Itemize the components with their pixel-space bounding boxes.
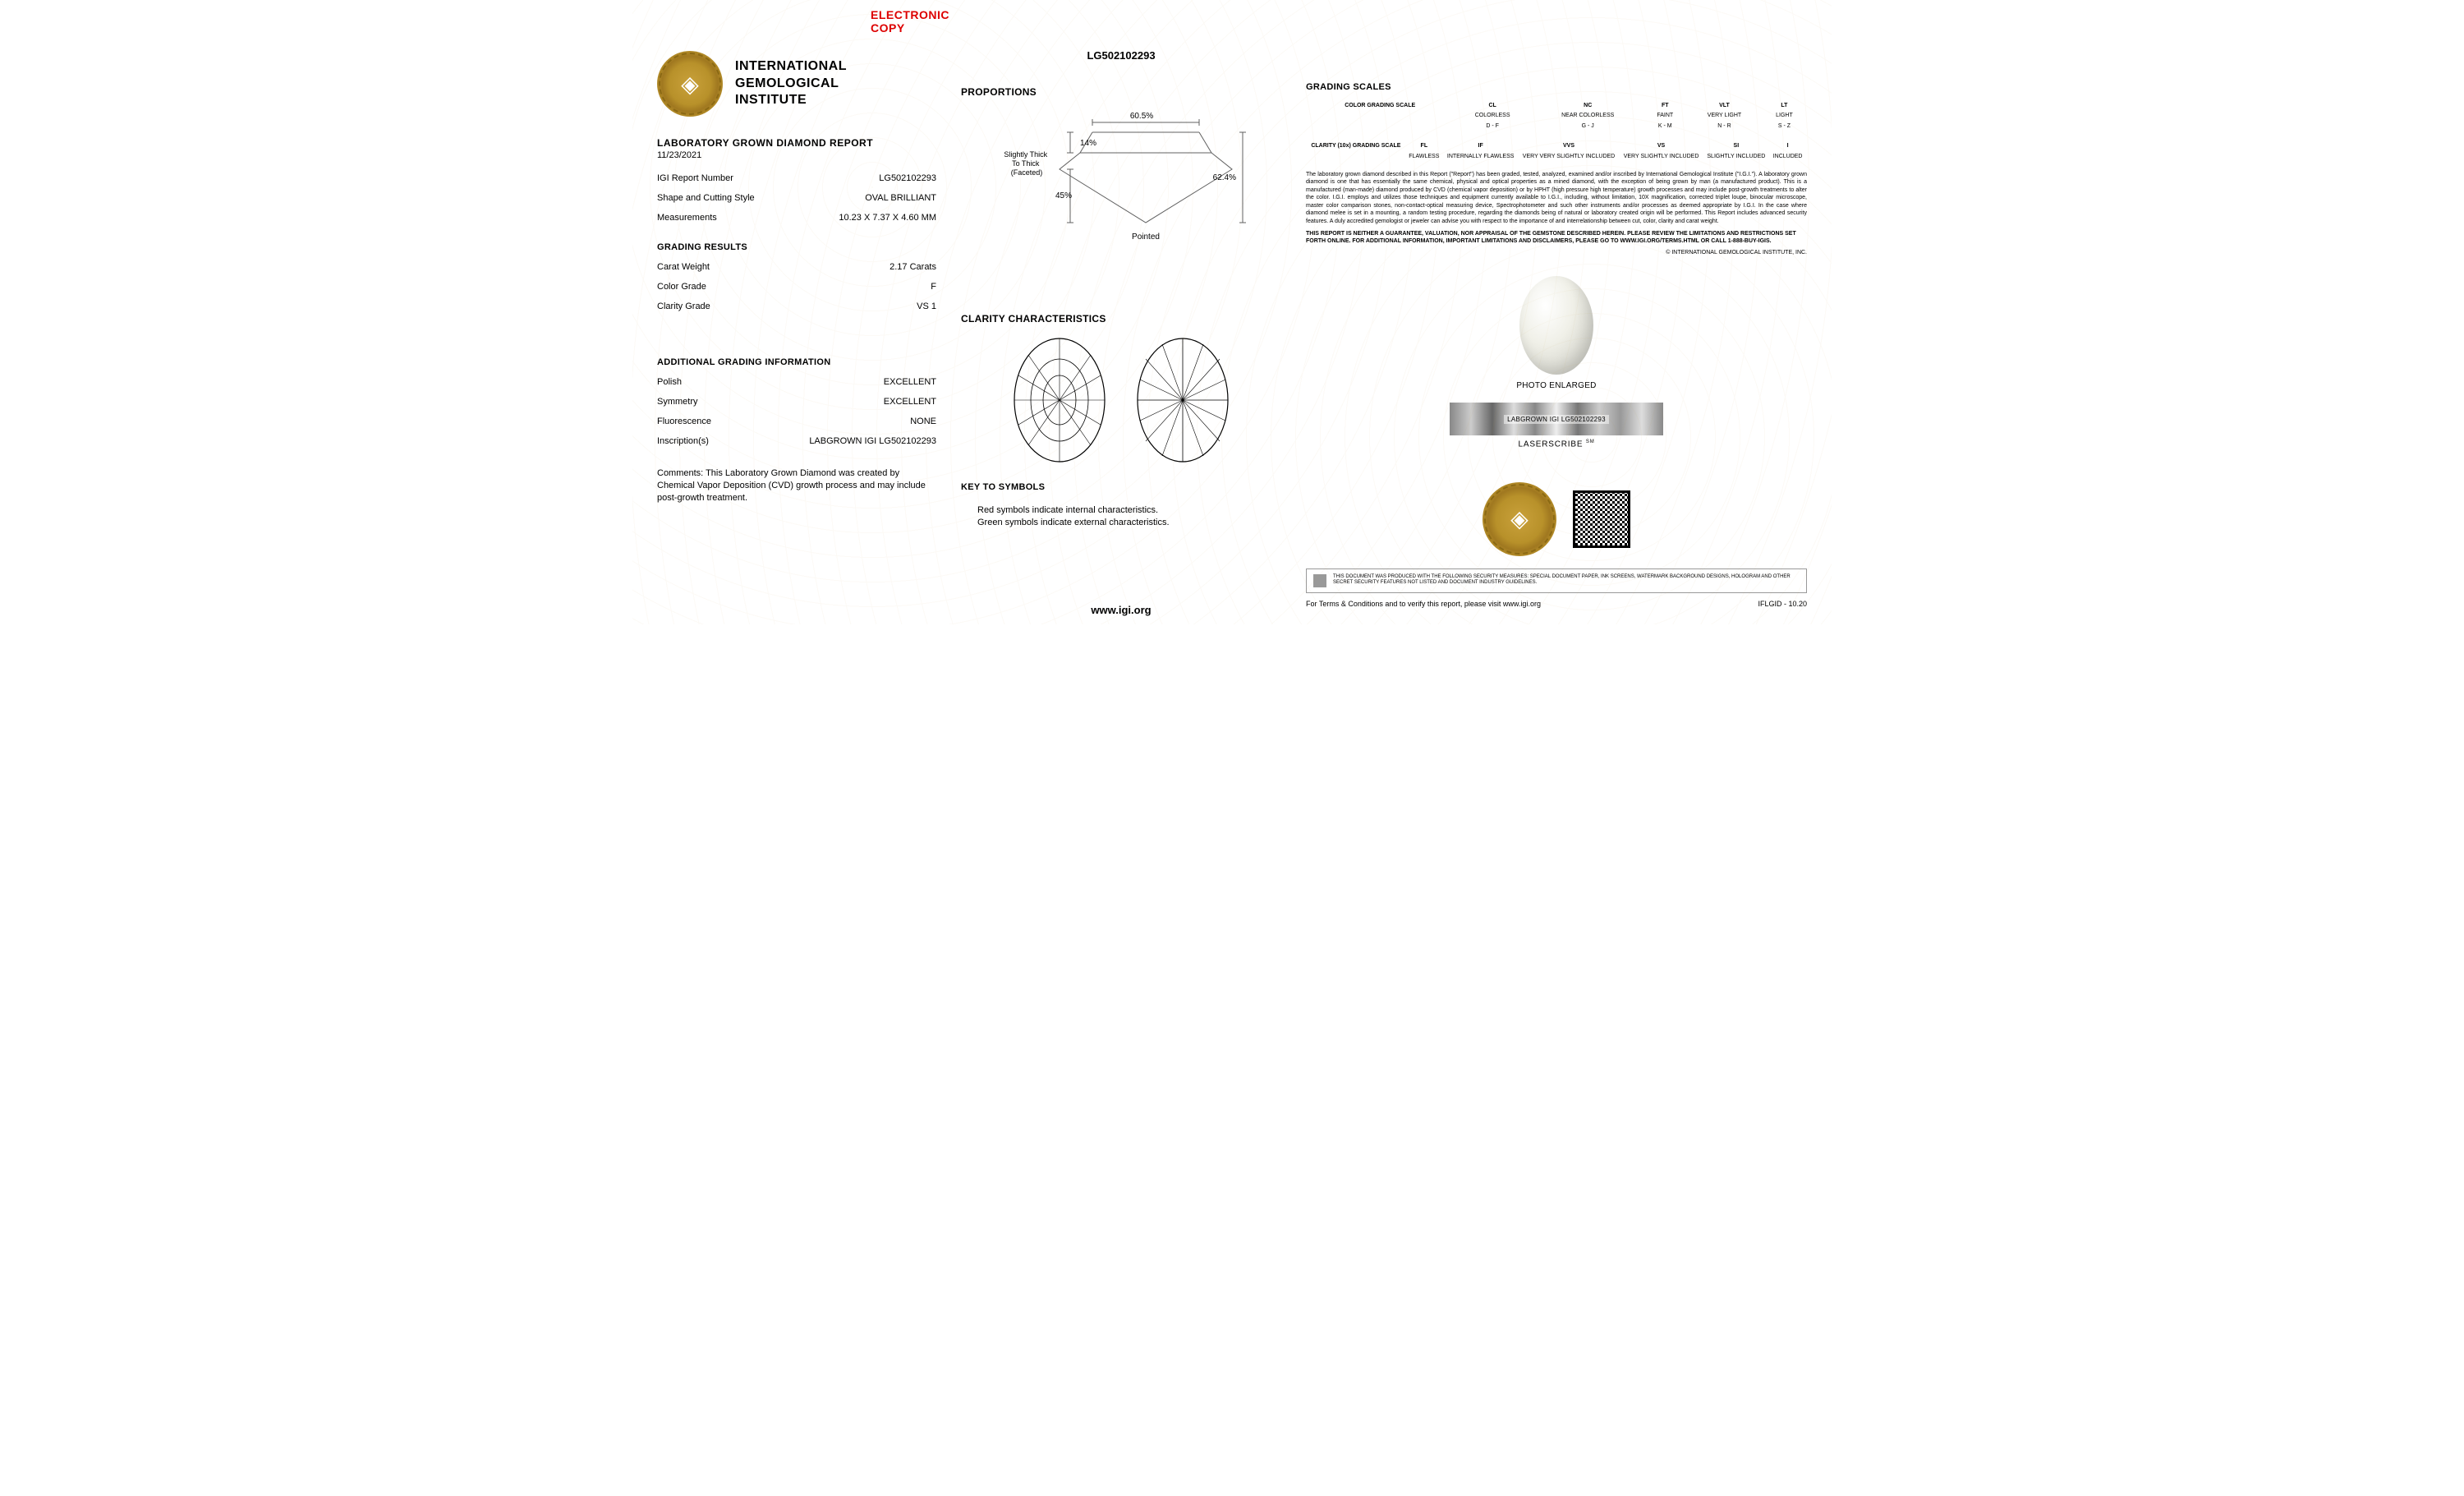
key-line1: Red symbols indicate internal characteri… — [977, 504, 1281, 517]
clarity-heading: CLARITY CHARACTERISTICS — [961, 313, 1281, 325]
igi-seal-bottom-icon — [1483, 482, 1556, 556]
kv-value: F — [931, 282, 936, 292]
qr-code-icon — [1573, 490, 1630, 548]
copyright-line: © INTERNATIONAL GEMOLOGICAL INSTITUTE, I… — [1306, 250, 1807, 255]
igi-seal-icon — [657, 51, 723, 117]
grading-scales-heading: GRADING SCALES — [1306, 82, 1807, 92]
kv-label: Inscription(s) — [657, 436, 709, 446]
kv-row: Inscription(s) LABGROWN IGI LG502102293 — [657, 431, 936, 451]
kv-row: IGI Report Number LG502102293 — [657, 168, 936, 188]
kv-row: Measurements 10.23 X 7.37 X 4.60 MM — [657, 208, 936, 228]
verify-code: IFLGID - 10.20 — [1758, 600, 1807, 608]
kv-row: Fluorescence NONE — [657, 412, 936, 431]
org-header: INTERNATIONAL GEMOLOGICAL INSTITUTE — [657, 51, 936, 117]
org-name: INTERNATIONAL GEMOLOGICAL INSTITUTE — [735, 58, 847, 109]
org-line1: INTERNATIONAL — [735, 58, 847, 76]
kv-label: Fluorescence — [657, 417, 711, 426]
kv-row: Clarity Grade VS 1 — [657, 297, 936, 316]
comments-text: Comments: This Laboratory Grown Diamond … — [657, 467, 936, 504]
svg-text:60.5%: 60.5% — [1130, 112, 1153, 121]
clarity-oval-bottom — [1133, 334, 1232, 466]
kv-row: Shape and Cutting Style OVAL BRILLIANT — [657, 188, 936, 208]
kv-value: 2.17 Carats — [890, 262, 936, 272]
middle-column: LG502102293 PROPORTIONS 60.5% 14% 45% 62… — [961, 8, 1281, 616]
grading-results-heading: GRADING RESULTS — [657, 242, 936, 252]
color-scale-table: COLOR GRADING SCALE CL NC FT VLT LT COLO… — [1306, 100, 1807, 132]
grading-section: Carat Weight 2.17 Carats Color Grade F Clari… — [657, 257, 936, 316]
diamond-photo — [1519, 276, 1593, 375]
kv-row: Carat Weight 2.17 Carats — [657, 257, 936, 277]
electronic-copy-label: ELECTRONIC COPY — [871, 8, 936, 35]
additional-info-heading: ADDITIONAL GRADING INFORMATION — [657, 357, 936, 367]
clarity-diagram — [1006, 334, 1236, 466]
kv-row: Polish EXCELLENT — [657, 372, 936, 392]
seal-qr-row — [1306, 482, 1807, 556]
report-date: 11/23/2021 — [657, 150, 936, 160]
key-symbols-heading: KEY TO SYMBOLS — [961, 482, 1281, 492]
security-features-box: THIS DOCUMENT WAS PRODUCED WITH THE FOLL… — [1306, 568, 1807, 593]
laserscribe-caption: LASERSCRIBE SM — [1306, 440, 1807, 449]
kv-value: OVAL BRILLIANT — [865, 193, 936, 203]
kv-value: 10.23 X 7.37 X 4.60 MM — [839, 213, 936, 223]
kv-label: Measurements — [657, 213, 717, 223]
security-text: THIS DOCUMENT WAS PRODUCED WITH THE FOLL… — [1333, 574, 1800, 587]
key-line2: Green symbols indicate external characte… — [977, 517, 1281, 529]
photo-caption: PHOTO ENLARGED — [1306, 381, 1807, 390]
org-line3: INSTITUTE — [735, 92, 847, 109]
right-column: GRADING SCALES COLOR GRADING SCALE CL NC… — [1306, 8, 1807, 616]
kv-row: Color Grade F — [657, 277, 936, 297]
kv-label: Clarity Grade — [657, 302, 710, 311]
svg-text:62.4%: 62.4% — [1213, 173, 1236, 182]
kv-label: IGI Report Number — [657, 173, 733, 183]
clarity-scale-table: CLARITY (10x) GRADING SCALE FL IF VVS VS… — [1306, 140, 1807, 163]
details-section: IGI Report Number LG502102293 Shape and Cu… — [657, 168, 936, 228]
kv-value: EXCELLENT — [884, 397, 936, 407]
kv-value: LABGROWN IGI LG502102293 — [809, 436, 936, 446]
photo-block: PHOTO ENLARGED LABGROWN IGI LG502102293 … — [1306, 276, 1807, 449]
kv-row: Symmetry EXCELLENT — [657, 392, 936, 412]
report-title: LABORATORY GROWN DIAMOND REPORT — [657, 137, 936, 149]
svg-text:Pointed: Pointed — [1132, 232, 1160, 242]
additional-section: Polish EXCELLENT Symmetry EXCELLENT Fluoresc… — [657, 372, 936, 451]
kv-label: Shape and Cutting Style — [657, 193, 755, 203]
footer-url: www.igi.org — [961, 604, 1281, 616]
proportions-heading: PROPORTIONS — [961, 86, 1281, 98]
left-column: ELECTRONIC COPY INTERNATIONAL GEMOLOGICA… — [657, 8, 936, 616]
proportions-diagram: 60.5% 14% 45% 62.4% Slightly Thick To Th… — [990, 108, 1253, 247]
report-number-top: LG502102293 — [961, 49, 1281, 62]
verify-text: For Terms & Conditions and to verify thi… — [1306, 600, 1541, 608]
kv-value: NONE — [910, 417, 936, 426]
kv-value: VS 1 — [917, 302, 936, 311]
key-symbols-text: Red symbols indicate internal characteri… — [961, 504, 1281, 530]
fine-print-body: The laboratory grown diamond described i… — [1306, 171, 1807, 225]
svg-text:45%: 45% — [1055, 191, 1072, 200]
security-icon — [1313, 574, 1326, 587]
kv-value: LG502102293 — [879, 173, 936, 183]
laserscribe-strip: LABGROWN IGI LG502102293 — [1450, 403, 1663, 435]
svg-text:14%: 14% — [1080, 139, 1096, 148]
org-line2: GEMOLOGICAL — [735, 76, 847, 93]
clarity-oval-top — [1010, 334, 1109, 466]
verify-line: For Terms & Conditions and to verify thi… — [1306, 600, 1807, 608]
kv-label: Carat Weight — [657, 262, 710, 272]
kv-label: Symmetry — [657, 397, 698, 407]
kv-label: Color Grade — [657, 282, 706, 292]
kv-label: Polish — [657, 377, 682, 387]
fine-print-disclaimer: THIS REPORT IS NEITHER A GUARANTEE, VALU… — [1306, 230, 1807, 245]
svg-text:Slightly Thick To Thic: Slightly Thick To Thick (Faceted) — [1004, 150, 1049, 177]
kv-value: EXCELLENT — [884, 377, 936, 387]
